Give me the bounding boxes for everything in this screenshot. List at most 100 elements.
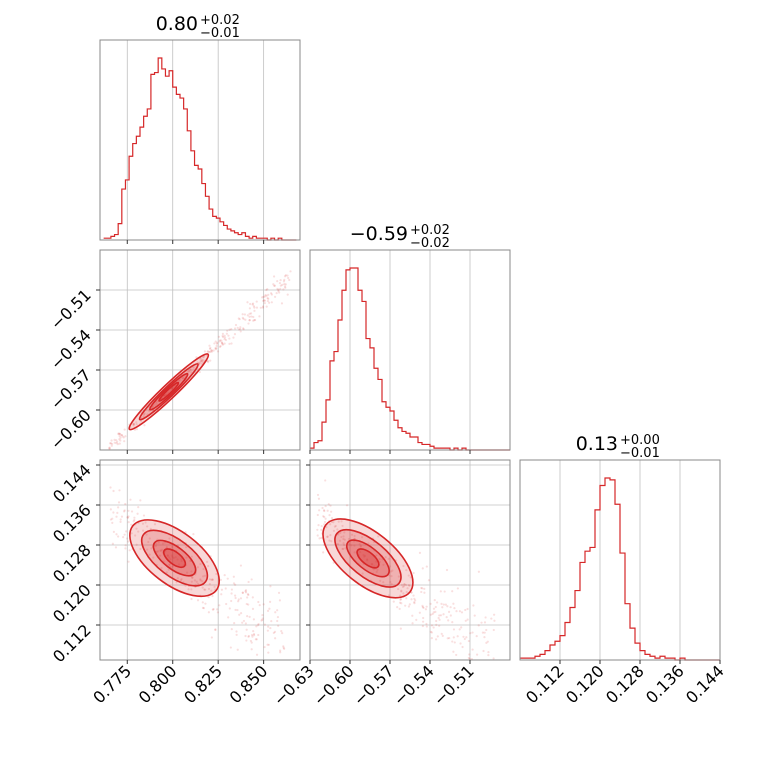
contour-p1-p3-sample-point [210, 578, 213, 581]
contour-p1-p3-sample-point [139, 499, 142, 502]
contour-p1-p3-sample-point [266, 629, 269, 632]
contour-p2-p3-sample-point [326, 509, 329, 512]
contour-p2-p3-sample-point [400, 602, 403, 605]
contour-p1-p2-sample-point [132, 424, 135, 427]
contour-p2-p3-sample-point [485, 641, 488, 644]
contour-p1-p3-sample-point [251, 607, 255, 610]
contour-p1-p2-sample-point [200, 359, 204, 362]
contour-p2-p3-sample-point [321, 506, 324, 510]
contour-p1-p3-sample-point [155, 542, 158, 545]
contour-p1-p3-sample-point [144, 521, 147, 524]
contour-p1-p2-sample-point [272, 275, 276, 278]
contour-p1-p2-sample-point [189, 369, 192, 372]
contour-p1-p3-sample-point [109, 518, 113, 521]
contour-p1-p3-sample-point [201, 606, 205, 609]
contour-p1-p2 [100, 250, 300, 458]
contour-p2-p3-sample-point [425, 622, 428, 626]
contour-p2-p3-sample-point [361, 572, 364, 575]
hist-param1-title-value: 0.80 [156, 13, 198, 35]
contour-p1-p2-sample-point [279, 279, 282, 282]
contour-p1-p2-sample-point [253, 318, 257, 322]
contour-p1-p3-sample-point [196, 566, 200, 569]
contour-p1-p3-sample-point [266, 609, 270, 612]
contour-p2-p3-sample-point [471, 648, 474, 651]
contour-p1-p2-sample-point [142, 415, 145, 418]
contour-p2-p3-sample-point [389, 570, 393, 573]
contour-p1-p2-sample-point [281, 283, 284, 286]
contour-p2-p3-sample-point [446, 605, 449, 608]
contour-p1-p2-sample-point [280, 302, 284, 305]
contour-p2-p3-sample-point [342, 542, 345, 545]
contour-p2-p3-sample-point [336, 542, 340, 546]
contour-p1-p3-sample-point [172, 556, 175, 560]
contour-p2-p3-sample-point [343, 531, 346, 534]
contour-p1-p2-sample-point [272, 283, 275, 286]
contour-p2-p3-sample-point [411, 622, 414, 625]
contour-p1-p2-sample-point [219, 344, 222, 348]
contour-p1-p3-sample-point [244, 591, 248, 594]
hist-param1-histogram-line [103, 57, 297, 241]
contour-p1-p3-sample-point [127, 540, 130, 543]
contour-p1-p2-sample-point [262, 299, 265, 302]
contour-p1-p2-sample-point [230, 342, 233, 345]
hist-param3-xtick-label: 0.112 [522, 661, 568, 707]
contour-p1-p2-sample-point [120, 434, 124, 437]
contour-p2-p3-sample-point [485, 628, 488, 632]
contour-p2-p3-sample-point [439, 614, 443, 617]
contour-p1-p3-sample-point [168, 563, 171, 566]
contour-p2-p3-sample-point [328, 539, 331, 542]
contour-p2-p3-sample-point [333, 525, 336, 528]
contour-p1-p3-sample-point [203, 574, 207, 577]
contour-p2-p3-sample-point [433, 599, 436, 602]
contour-p1-p3-sample-point [228, 607, 231, 610]
contour-p1-p3-sample-point [177, 563, 181, 566]
contour-p2-p3-sample-point [440, 632, 443, 635]
contour-p1-p2-sample-point [248, 315, 251, 318]
contour-p1-p3-sample-point [171, 555, 174, 558]
contour-p1-p3-sample-point [117, 501, 121, 504]
contour-p1-p3-sample-point [159, 549, 162, 552]
contour-p2-p3-sample-point [452, 602, 455, 605]
contour-p2-p3-sample-point [391, 569, 394, 572]
contour-p1-p2-sample-point [119, 436, 122, 439]
contour-p1-p3-sample-point [109, 508, 112, 511]
contour-p2-p3-sample-point [455, 610, 458, 613]
contour-p2-p3-sample-point [332, 521, 335, 524]
contour-p1-p2-sample-point [189, 368, 192, 371]
contour-p1-p3-sample-point [192, 533, 195, 536]
contour-p1-p3-sample-point [169, 558, 172, 561]
contour-p2-p3-sample-point [421, 620, 425, 623]
contour-p1-p3-sample-point [225, 602, 228, 606]
contour-p2-p3-sample-point [329, 504, 332, 507]
contour-p2-p3-sample-point [408, 584, 411, 587]
contour-p1-p3-sample-point [190, 588, 193, 591]
contour-p2-p3-sample-point [486, 665, 488, 667]
contour-p2-p3-sample-point [404, 604, 407, 607]
contour-p1-p3-sample-point [130, 532, 133, 535]
contour-p1-p2-sample-point [265, 294, 268, 297]
contour-p1-p2-sample-point [269, 292, 273, 295]
contour-p2-p3-contour-level [334, 528, 402, 588]
contour-p2-p3-sample-point [447, 619, 450, 622]
contour-p1-p3-sample-point [224, 587, 227, 590]
contour-p2-p3-sample-point [337, 520, 340, 523]
contour-p2-p3-sample-point [432, 611, 435, 614]
contour-p1-p3-sample-point [245, 639, 248, 642]
contour-p2-p3-sample-point [492, 657, 495, 660]
contour-p1-p2-sample-point [239, 326, 242, 329]
contour-p1-p3-sample-point [238, 613, 241, 616]
contour-p1-p2-sample-point [109, 456, 111, 458]
contour-p1-p2-sample-point [283, 285, 287, 288]
contour-p2-p3-sample-point [384, 556, 387, 559]
contour-p1-p3-sample-point [251, 635, 254, 638]
contour-p1-p3-sample-point [157, 550, 160, 553]
contour-p1-p3-sample-point [262, 603, 265, 606]
hist-param2-title-minus: −0.02 [410, 236, 450, 251]
contour-p2-p3-sample-point [400, 589, 403, 592]
contour-p2-p3-sample-point [347, 537, 350, 541]
contour-p1-p3-sample-point [242, 619, 246, 623]
contour-p2-p3-sample-point [379, 579, 382, 582]
contour-p1-p3-sample-point [223, 573, 226, 577]
contour-p1-p2-contour-level [128, 353, 210, 431]
contour-p1-p2-sample-point [246, 314, 249, 317]
